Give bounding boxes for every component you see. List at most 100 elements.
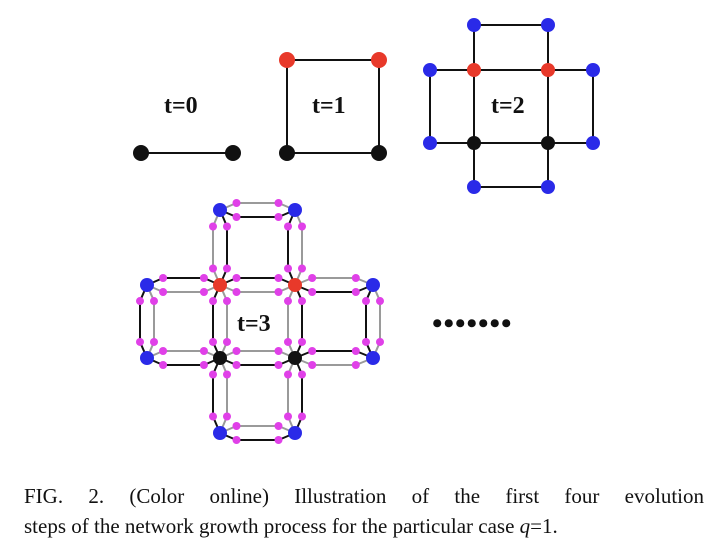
node-t2-blue xyxy=(467,18,481,32)
node-t3-magenta xyxy=(223,337,231,346)
node-t3-magenta xyxy=(232,213,241,221)
node-t3-magenta xyxy=(232,422,241,430)
node-t3-magenta xyxy=(284,222,292,231)
node-t3-magenta xyxy=(308,274,317,282)
node-t1-red xyxy=(279,52,295,68)
node-t3-blue xyxy=(366,278,380,292)
node-t2-red xyxy=(467,63,481,77)
node-t3-magenta xyxy=(298,370,306,379)
node-t3-blue xyxy=(288,203,302,217)
node-t3-magenta xyxy=(223,222,231,231)
node-t3-magenta xyxy=(199,347,208,355)
node-t3-blue xyxy=(213,426,227,440)
node-t2-blue xyxy=(586,136,600,150)
caption-line-1: FIG. 2. (Color online) Illustration of t… xyxy=(24,484,704,508)
node-t2-blue xyxy=(541,180,555,194)
caption-line-2-prefix: steps of the network growth process for … xyxy=(24,514,520,538)
node-t3-magenta xyxy=(274,347,283,355)
step-label-t2: t=2 xyxy=(491,93,525,119)
node-t3-magenta xyxy=(351,288,360,296)
node-t2-red xyxy=(541,63,555,77)
node-t3-magenta xyxy=(308,288,317,296)
node-t3-magenta xyxy=(274,274,283,282)
node-t3-magenta xyxy=(209,337,217,346)
edges-layer xyxy=(139,24,594,441)
node-t2-blue xyxy=(423,63,437,77)
node-t3-magenta xyxy=(298,264,306,273)
node-t3-magenta xyxy=(232,436,241,444)
node-t3-magenta xyxy=(199,274,208,282)
node-t3-magenta xyxy=(274,288,283,296)
node-t3-magenta xyxy=(232,199,241,207)
node-t3-magenta xyxy=(209,264,217,273)
step-label-t1: t=1 xyxy=(312,93,346,119)
node-t3-magenta xyxy=(150,337,158,346)
node-t3-magenta xyxy=(232,288,241,296)
node-t3-magenta xyxy=(298,412,306,421)
caption-line-2-suffix: =1. xyxy=(530,514,558,538)
node-t3-magenta xyxy=(232,274,241,282)
node-t3-magenta xyxy=(274,213,283,221)
node-t3-magenta xyxy=(351,274,360,282)
node-t3-magenta xyxy=(159,361,168,369)
node-t3-magenta xyxy=(223,412,231,421)
node-t3-magenta xyxy=(362,297,370,306)
node-t3-blue xyxy=(140,278,154,292)
node-t2-black xyxy=(541,136,555,150)
node-t3-magenta xyxy=(308,361,317,369)
node-t3-magenta xyxy=(284,370,292,379)
node-t3-magenta xyxy=(351,361,360,369)
node-t3-magenta xyxy=(308,347,317,355)
node-t3-magenta xyxy=(223,370,231,379)
node-t3-blue xyxy=(213,203,227,217)
node-t2-black xyxy=(467,136,481,150)
figure-caption: FIG. 2. (Color online) Illustration of t… xyxy=(24,481,704,541)
continuation-ellipsis: ••••••• xyxy=(432,307,513,340)
node-t3-magenta xyxy=(298,297,306,306)
caption-line-2: steps of the network growth process for … xyxy=(24,511,704,541)
node-t3-magenta xyxy=(362,337,370,346)
node-t3-magenta xyxy=(298,222,306,231)
node-t2-blue xyxy=(586,63,600,77)
node-t1-black xyxy=(371,145,387,161)
node-t3-magenta xyxy=(284,337,292,346)
node-t3-blue xyxy=(366,351,380,365)
node-t3-magenta xyxy=(199,361,208,369)
node-t3-magenta xyxy=(136,337,144,346)
node-t3-magenta xyxy=(232,361,241,369)
step-label-t3: t=3 xyxy=(237,311,271,337)
node-t0-black xyxy=(225,145,241,161)
node-t3-magenta xyxy=(284,297,292,306)
node-t3-magenta xyxy=(376,297,384,306)
node-t3-magenta xyxy=(284,264,292,273)
node-t3-magenta xyxy=(199,288,208,296)
node-t3-black xyxy=(213,351,227,365)
node-t3-magenta xyxy=(274,422,283,430)
node-t3-magenta xyxy=(159,274,168,282)
node-t3-magenta xyxy=(298,337,306,346)
node-t3-magenta xyxy=(159,347,168,355)
node-t3-magenta xyxy=(136,297,144,306)
node-t0-black xyxy=(133,145,149,161)
node-t2-blue xyxy=(541,18,555,32)
node-t3-magenta xyxy=(274,199,283,207)
node-t2-blue xyxy=(423,136,437,150)
node-t3-blue xyxy=(288,426,302,440)
nodes-layer xyxy=(133,18,600,444)
node-t3-black xyxy=(288,351,302,365)
node-t3-magenta xyxy=(351,347,360,355)
node-t3-magenta xyxy=(284,412,292,421)
node-t3-magenta xyxy=(209,370,217,379)
node-t3-red xyxy=(288,278,302,292)
node-t3-magenta xyxy=(274,436,283,444)
node-t1-red xyxy=(371,52,387,68)
node-t2-blue xyxy=(467,180,481,194)
network-evolution-figure: t=0 t=1 t=2 t=3 ••••••• xyxy=(133,18,600,444)
node-t3-magenta xyxy=(274,361,283,369)
node-t3-magenta xyxy=(209,412,217,421)
node-t3-magenta xyxy=(209,297,217,306)
node-t3-magenta xyxy=(223,297,231,306)
node-t3-blue xyxy=(140,351,154,365)
node-t3-magenta xyxy=(376,337,384,346)
node-t3-magenta xyxy=(232,347,241,355)
